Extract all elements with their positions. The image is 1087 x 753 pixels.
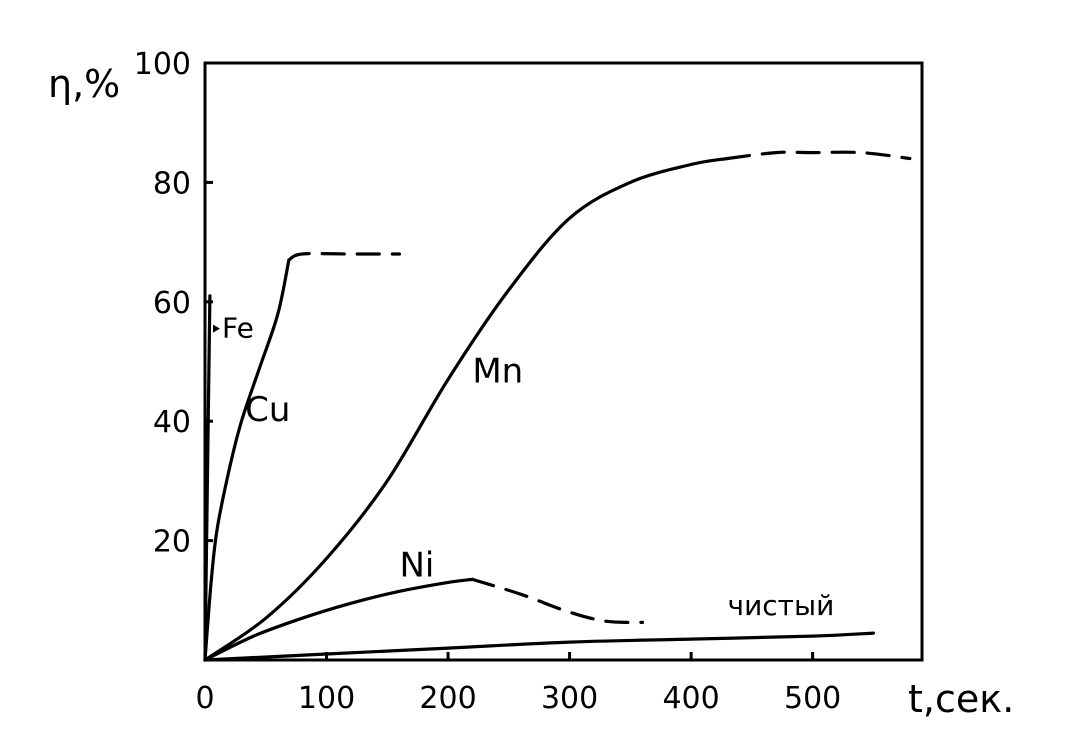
x-tick-label: 200 [419,681,476,716]
series-4-line [203,577,474,662]
y-tick-label: 60 [153,286,191,321]
y-tick-labels: 20 40 60 80 100 [134,47,213,560]
y-axis-label: η,% [48,62,120,106]
series-5-line [203,631,875,662]
series-2-line [203,258,291,662]
x-tick-label: 0 [195,681,214,716]
axes [203,61,924,662]
series-label: Ni [399,545,434,585]
y-tick-label: 80 [153,166,191,201]
series-4-dashed-line [470,577,645,624]
plot-frame [203,61,924,662]
x-tick-labels: 0 100 200 300 400 500 [195,652,841,716]
y-tick-label: 100 [134,47,191,82]
y-tick-label: 20 [153,525,191,560]
series-label: Mn [472,351,523,391]
series-2-dashed-line [287,251,401,262]
series-labels: Fe Cu Mn Ni чистый [213,312,835,622]
series-3-line [203,156,730,662]
x-tick-label: 400 [662,681,719,716]
x-tick-label: 100 [298,681,355,716]
x-tick-label: 300 [541,681,598,716]
series-3-dashed-line [726,150,912,161]
series-label: Cu [245,390,290,430]
series-1-line [203,294,212,662]
series-lines [203,150,912,662]
series-label: Fe [222,312,254,345]
x-axis-label: t,сек. [908,677,1014,721]
x-tick-label: 500 [784,681,841,716]
series-label: чистый [728,589,835,622]
y-tick-label: 40 [153,405,191,440]
label-arrow [213,324,221,333]
